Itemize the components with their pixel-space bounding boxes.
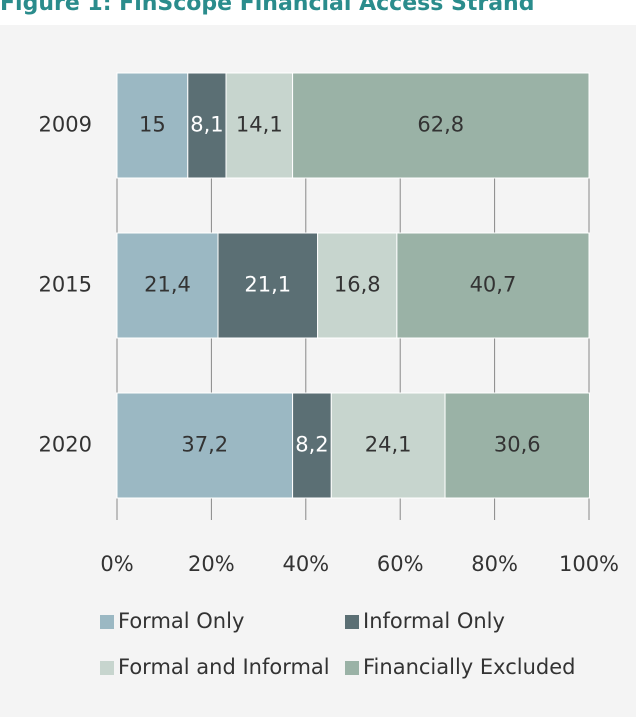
data-label: 30,6 xyxy=(494,433,541,457)
bar-segment xyxy=(116,232,219,339)
bar-segment xyxy=(217,232,319,339)
bar-segment xyxy=(444,392,590,499)
legend-swatch xyxy=(345,661,359,675)
data-label: 40,7 xyxy=(470,273,517,297)
bar-segment xyxy=(317,232,398,339)
x-tick-label: 100% xyxy=(559,552,619,576)
legend-label: Financially Excluded xyxy=(363,655,576,679)
y-tick-label: 2020 xyxy=(39,433,92,457)
data-label: 8,1 xyxy=(190,113,223,137)
legend-swatch xyxy=(100,615,114,629)
data-label: 14,1 xyxy=(236,113,283,137)
x-tick-label: 40% xyxy=(282,552,329,576)
x-tick-label: 60% xyxy=(377,552,424,576)
x-tick-label: 80% xyxy=(471,552,518,576)
x-tick-label: 0% xyxy=(100,552,133,576)
legend-swatch xyxy=(345,615,359,629)
data-label: 8,2 xyxy=(295,433,328,457)
legend-swatch xyxy=(100,661,114,675)
bar-segment xyxy=(292,392,332,499)
bar-segment xyxy=(225,72,294,179)
legend-label: Formal and Informal xyxy=(118,655,330,679)
data-label: 37,2 xyxy=(181,433,228,457)
y-tick-label: 2009 xyxy=(39,113,92,137)
bar-segment xyxy=(116,392,294,499)
data-label: 21,4 xyxy=(144,273,191,297)
bar-segment xyxy=(396,232,590,339)
data-label: 62,8 xyxy=(417,113,464,137)
bar-segment xyxy=(187,72,227,179)
data-label: 16,8 xyxy=(334,273,381,297)
bar-segment xyxy=(292,72,590,179)
bar-segment xyxy=(330,392,446,499)
data-label: 24,1 xyxy=(365,433,412,457)
x-tick-label: 20% xyxy=(188,552,235,576)
y-tick-label: 2015 xyxy=(39,273,92,297)
legend-label: Formal Only xyxy=(118,609,244,633)
data-label: 21,1 xyxy=(244,273,291,297)
legend-label: Informal Only xyxy=(363,609,505,633)
chart-title: Figure 1: FinScope Financial Access Stra… xyxy=(0,0,534,16)
data-label: 15 xyxy=(139,113,166,137)
